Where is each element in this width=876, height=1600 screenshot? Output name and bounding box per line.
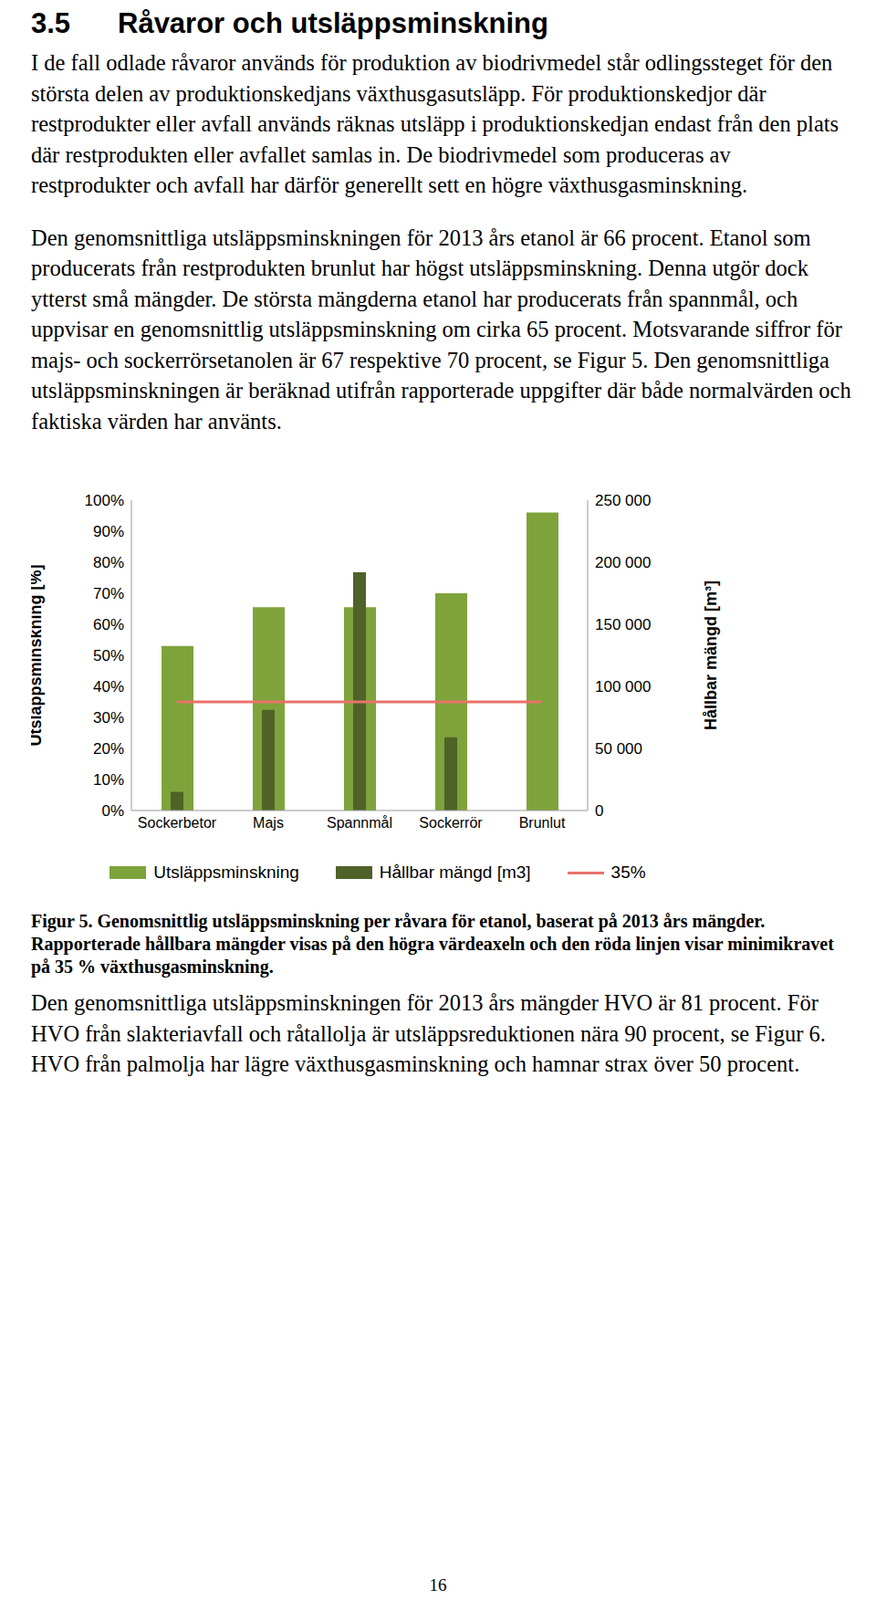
html-text:Den genomsnittliga utsläppsmin: Den genomsnittliga utsläppsminskningen f… (31, 224, 852, 433)
html-text:35%: 35% (611, 862, 646, 882)
svg-text:70%: 70% (93, 584, 125, 603)
svg-text:30%: 30% (93, 709, 125, 727)
svg-text:10%: 10% (93, 771, 125, 789)
svg-text:Brunlut: Brunlut (519, 814, 566, 831)
svg-text:Sockerrör: Sockerrör (418, 814, 483, 831)
svg-text:Majs: Majs (252, 814, 284, 831)
html-text:3.5: 3.5 (31, 7, 71, 40)
svg-text:Spannmål: Spannmål (326, 814, 393, 831)
html-text:Den genomsnittliga utsläppsmin: Den genomsnittliga utsläppsminskningen f… (31, 990, 826, 1076)
svg-text:0: 0 (594, 802, 604, 820)
html-text:I de fall odlade råvaror använ: I de fall odlade råvaror används för pro… (31, 50, 839, 198)
svg-text:200 000: 200 000 (594, 553, 651, 572)
svg-text:Utsläppsminskning [%]: Utsläppsminskning [%] (31, 563, 45, 746)
html-text:Figur 5. Genomsnittlig utsläpp: Figur 5. Genomsnittlig utsläppsminskning… (31, 910, 834, 977)
svg-text:Sockerbetor: Sockerbetor (137, 814, 218, 831)
svg-text:Hållbar mängd [m³]: Hållbar mängd [m³] (701, 580, 720, 730)
svg-text:100 000: 100 000 (594, 677, 651, 696)
svg-text:50 000: 50 000 (594, 740, 643, 758)
svg-text:0%: 0% (101, 802, 125, 820)
svg-text:100%: 100% (84, 491, 125, 510)
svg-text:20%: 20% (93, 740, 125, 758)
svg-text:80%: 80% (93, 553, 125, 572)
svg-text:60%: 60% (93, 615, 125, 634)
svg-text:40%: 40% (93, 677, 125, 696)
svg-text:250 000: 250 000 (594, 491, 651, 510)
svg-text:150 000: 150 000 (594, 615, 651, 634)
svg-text:50%: 50% (93, 646, 125, 665)
html-text:Råvaror och utsläppsminskning: Råvaror och utsläppsminskning (117, 7, 549, 40)
html-text:16: 16 (429, 1574, 447, 1595)
html-text:Hållbar mängd [m3]: Hållbar mängd [m3] (379, 862, 531, 882)
html-text:Utsläppsminskning: Utsläppsminskning (153, 862, 300, 882)
svg-text:90%: 90% (93, 522, 125, 541)
